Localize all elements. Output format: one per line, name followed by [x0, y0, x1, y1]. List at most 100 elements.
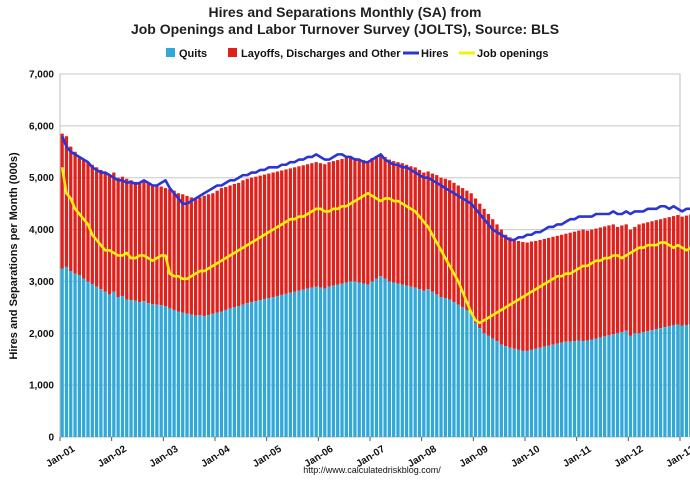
x-tick-label: Jan-01	[44, 444, 77, 470]
quits-bar	[534, 348, 538, 437]
separations-bar	[107, 175, 112, 295]
quits-bar	[77, 275, 82, 437]
separations-bar	[439, 177, 443, 297]
quits-bar	[439, 296, 443, 437]
separations-bar	[426, 171, 430, 290]
separations-bar	[400, 163, 404, 285]
separations-bar	[280, 170, 284, 295]
separations-bar	[90, 164, 94, 285]
separations-bar	[288, 168, 292, 293]
quits-bar	[116, 296, 120, 437]
separations-bar	[495, 224, 499, 342]
quits-bar	[301, 289, 305, 437]
quits-bar	[310, 287, 314, 437]
separations-bar	[422, 172, 426, 291]
separations-bar	[568, 232, 572, 342]
quits-bar	[150, 304, 155, 437]
separations-bar	[293, 167, 297, 292]
quits-bar	[258, 300, 262, 437]
separations-bar	[155, 185, 159, 305]
separations-bar	[241, 180, 245, 305]
quits-bar	[624, 330, 628, 437]
separations-bar	[211, 193, 215, 314]
quits-bar	[129, 300, 133, 437]
separations-bar	[551, 236, 555, 345]
quits-bar	[478, 328, 482, 437]
quits-bar	[491, 338, 495, 437]
y-tick-label: 7,000	[29, 70, 54, 81]
separations-bar	[581, 229, 585, 342]
separations-bar	[538, 239, 542, 348]
quits-bar	[138, 302, 142, 437]
quits-bar	[516, 349, 521, 437]
separations-bar	[297, 166, 301, 291]
quits-bar	[146, 303, 150, 437]
quits-bar	[615, 333, 620, 437]
separations-bar	[486, 214, 491, 336]
separations-bar	[585, 230, 590, 341]
y-tick-label: 2,000	[29, 329, 54, 340]
quits-bar	[297, 290, 301, 437]
separations-bar	[404, 164, 409, 286]
quits-bar	[86, 281, 90, 437]
separations-bar	[336, 160, 340, 285]
separations-bars	[60, 133, 690, 351]
quits-bar	[430, 291, 435, 437]
legend-label: Quits	[179, 48, 207, 60]
quits-bar	[336, 284, 340, 437]
separations-bar	[271, 172, 275, 297]
quits-bar	[503, 346, 508, 437]
separations-bar	[60, 133, 64, 269]
quits-bar	[465, 309, 469, 437]
separations-bar	[103, 172, 107, 292]
separations-bar	[577, 230, 581, 341]
separations-bar	[641, 223, 646, 333]
quits-bar	[284, 293, 288, 437]
x-tick-label: Jan-11	[561, 444, 594, 470]
quits-bar	[206, 315, 211, 437]
legend-swatch	[166, 48, 175, 57]
separations-bar	[671, 216, 676, 325]
separations-bar	[654, 220, 658, 330]
separations-bar	[348, 156, 353, 282]
y-tick-label: 0	[48, 433, 54, 444]
quits-bar	[60, 268, 64, 437]
quits-bar	[473, 322, 478, 437]
separations-bar	[99, 169, 103, 290]
quits-bar	[181, 312, 185, 437]
separations-bar	[435, 175, 439, 295]
separations-bar	[249, 177, 254, 303]
separations-bar	[611, 224, 615, 335]
separations-bar	[168, 189, 172, 309]
separations-bar	[228, 185, 232, 309]
quits-bar	[680, 325, 684, 437]
source-text: http://www.calculatedriskblog.com/	[303, 465, 441, 475]
separations-bar	[392, 161, 396, 283]
quits-bar	[495, 341, 499, 437]
separations-bar	[69, 146, 73, 272]
separations-bar	[387, 159, 392, 282]
quits-bar	[275, 295, 280, 437]
separations-bar	[503, 234, 508, 347]
quits-bar	[254, 301, 258, 437]
x-tick-label: Jan-02	[96, 444, 129, 470]
quits-bar	[650, 330, 654, 437]
quits-bars	[60, 266, 690, 437]
separations-bar	[237, 182, 241, 307]
quits-bar	[486, 335, 491, 437]
separations-bar	[86, 162, 90, 282]
separations-bar	[366, 161, 370, 285]
quits-bar	[568, 341, 572, 437]
quits-bar	[245, 303, 249, 437]
quits-bar	[400, 284, 404, 437]
separations-bar	[443, 178, 447, 299]
separations-bar	[396, 162, 400, 284]
separations-bar	[658, 219, 663, 329]
quits-bar	[555, 343, 559, 437]
quits-bar	[658, 328, 663, 437]
separations-bar	[465, 190, 469, 310]
separations-bar	[357, 159, 361, 283]
quits-bar	[598, 337, 602, 437]
quits-bar	[542, 346, 547, 437]
x-tick-label: Jan-12	[613, 444, 646, 470]
